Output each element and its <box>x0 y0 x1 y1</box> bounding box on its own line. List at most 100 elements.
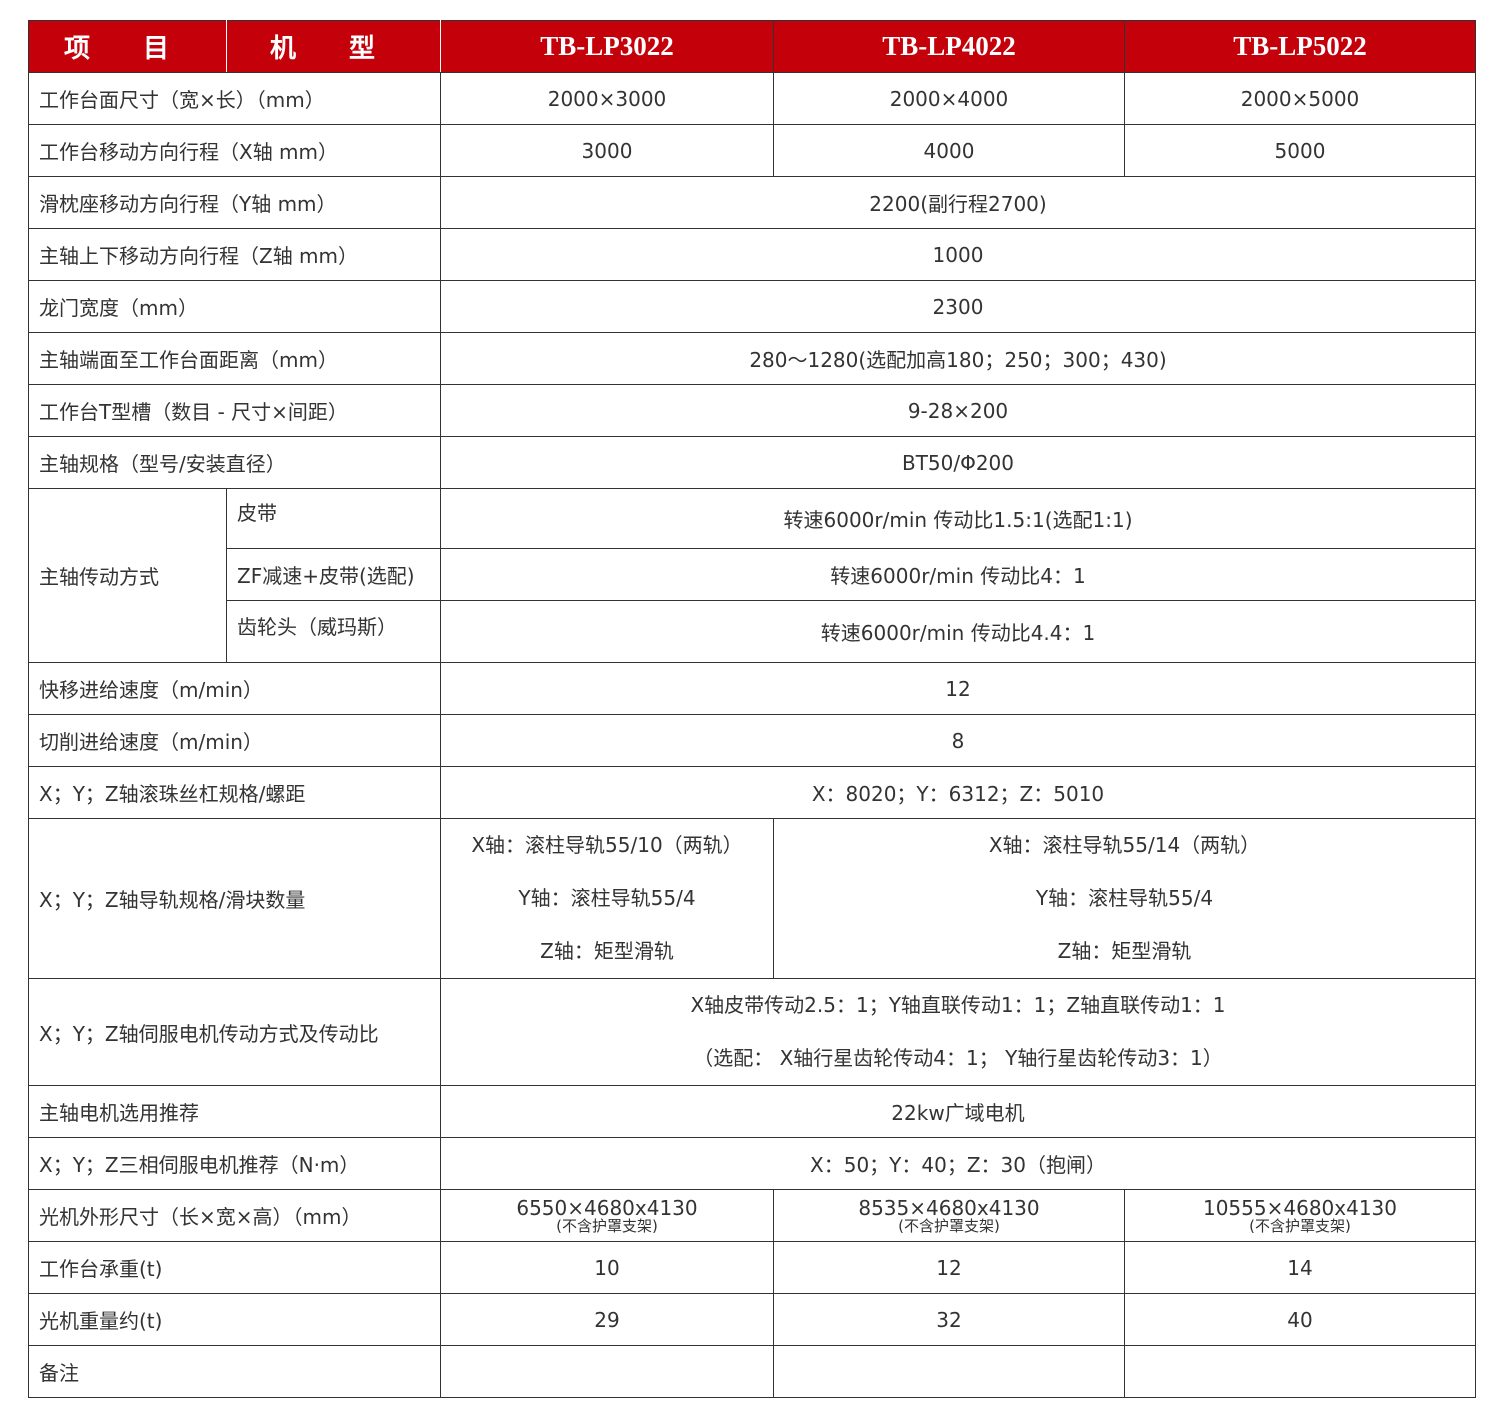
line: X轴：滚柱导轨55/14（两轨） <box>988 833 1261 857</box>
table-row: ZF减速+皮带(选配) 转速6000r/min 传动比4：1 <box>29 548 1476 601</box>
cell: 280～1280(选配加高180；250；300；430) <box>440 332 1476 385</box>
table-row: 快移进给速度（m/min） 12 <box>28 662 1476 715</box>
line: Y轴：滚柱导轨55/4 <box>1035 886 1214 910</box>
table-row: 工作台T型槽（数目 - 尺寸×间距） 9-28×200 <box>28 384 1476 437</box>
row-label: 工作台T型槽（数目 - 尺寸×间距） <box>28 384 441 437</box>
cell: 10 <box>440 1241 774 1294</box>
table-row: X；Y；Z轴滚珠丝杠规格/螺距 X：8020；Y：6312；Z：5010 <box>28 766 1476 819</box>
row-label: 龙门宽度（mm） <box>28 280 441 333</box>
cell: 40 <box>1124 1293 1476 1346</box>
cell: 2300 <box>440 280 1476 333</box>
table-row: 主轴规格（型号/安装直径） BT50/Φ200 <box>28 436 1476 489</box>
cell: 6550×4680x4130 (不含护罩支架) <box>440 1189 774 1242</box>
row-label: 切削进给速度（m/min） <box>28 714 441 767</box>
cell: X：8020；Y：6312；Z：5010 <box>440 766 1476 819</box>
model-2: TB-LP4022 <box>773 20 1125 73</box>
table-row: 工作台移动方向行程（X轴 mm） 3000 4000 5000 <box>28 124 1476 177</box>
row-label: 光机外形尺寸（长×宽×高）（mm） <box>28 1189 441 1242</box>
line: X轴：滚柱导轨55/10（两轨） <box>471 833 743 857</box>
row-label: 光机重量约(t) <box>28 1293 441 1346</box>
note: (不含护罩支架) <box>556 1217 658 1235</box>
row-label: 主轴上下移动方向行程（Z轴 mm） <box>28 228 441 281</box>
line: Z轴：矩型滑轨 <box>1057 939 1192 963</box>
model-1: TB-LP3022 <box>440 20 774 73</box>
cell: 22kw广域电机 <box>440 1085 1476 1138</box>
header-model: 机 型 <box>226 20 441 73</box>
row-label: 主轴电机选用推荐 <box>28 1085 441 1138</box>
cell: X轴：滚柱导轨55/10（两轨） Y轴：滚柱导轨55/4 Z轴：矩型滑轨 <box>440 818 774 979</box>
cell: 4000 <box>773 124 1125 177</box>
sub-label: ZF减速+皮带(选配) <box>226 548 441 601</box>
row-label: X；Y；Z轴伺服电机传动方式及传动比 <box>28 978 441 1086</box>
table-row: 主轴传动方式 皮带 转速6000r/min 传动比1.5:1(选配1:1) <box>28 488 1476 663</box>
line: （选配： X轴行星齿轮传动4：1； Y轴行星齿轮传动3：1） <box>693 1046 1223 1070</box>
table-row: 光机重量约(t) 29 32 40 <box>28 1293 1476 1346</box>
cell <box>440 1345 774 1398</box>
cell: 转速6000r/min 传动比4：1 <box>440 548 1476 601</box>
cell: 12 <box>440 662 1476 715</box>
cell: 10555×4680x4130 (不含护罩支架) <box>1124 1189 1476 1242</box>
row-label: 主轴传动方式 <box>28 488 227 663</box>
table-row: 滑枕座移动方向行程（Y轴 mm） 2200(副行程2700) <box>28 176 1476 229</box>
table-row: 主轴上下移动方向行程（Z轴 mm） 1000 <box>28 228 1476 281</box>
cell: X轴皮带传动2.5：1；Y轴直联传动1：1；Z轴直联传动1：1 （选配： X轴行星… <box>440 978 1476 1086</box>
dimension: 8535×4680x4130 <box>858 1196 1040 1220</box>
cell: BT50/Φ200 <box>440 436 1476 489</box>
row-label: X；Y；Z三相伺服电机推荐（N·m） <box>28 1137 441 1190</box>
cell: 8535×4680x4130 (不含护罩支架) <box>773 1189 1125 1242</box>
table-row: X；Y；Z三相伺服电机推荐（N·m） X：50；Y：40；Z：30（抱闸） <box>28 1137 1476 1190</box>
dimension: 6550×4680x4130 <box>516 1196 698 1220</box>
row-label: 工作台承重(t) <box>28 1241 441 1294</box>
table-row: 工作台承重(t) 10 12 14 <box>28 1241 1476 1294</box>
cell: 转速6000r/min 传动比4.4：1 <box>440 600 1476 663</box>
table-row: 主轴端面至工作台面距离（mm） 280～1280(选配加高180；250；300；… <box>28 332 1476 385</box>
cell: 2000×4000 <box>773 72 1125 125</box>
table-row: 工作台面尺寸（宽×长）（mm） 2000×3000 2000×4000 2000×50… <box>28 72 1476 125</box>
dimension: 10555×4680x4130 <box>1202 1196 1397 1220</box>
row-label: X；Y；Z轴导轨规格/滑块数量 <box>28 818 441 979</box>
row-label: 工作台面尺寸（宽×长）（mm） <box>28 72 441 125</box>
cell <box>1124 1345 1476 1398</box>
cell: 9-28×200 <box>440 384 1476 437</box>
note: (不含护罩支架) <box>1249 1217 1351 1235</box>
cell: 29 <box>440 1293 774 1346</box>
cell: 1000 <box>440 228 1476 281</box>
cell: 2200(副行程2700) <box>440 176 1476 229</box>
cell: 14 <box>1124 1241 1476 1294</box>
model-3: TB-LP5022 <box>1124 20 1476 73</box>
row-label: 快移进给速度（m/min） <box>28 662 441 715</box>
cell: 2000×3000 <box>440 72 774 125</box>
table-row: X；Y；Z轴导轨规格/滑块数量 X轴：滚柱导轨55/10（两轨） Y轴：滚柱导轨5… <box>28 818 1476 979</box>
row-label: X；Y；Z轴滚珠丝杠规格/螺距 <box>28 766 441 819</box>
table-row: 切削进给速度（m/min） 8 <box>28 714 1476 767</box>
cell <box>773 1345 1125 1398</box>
table-row: X；Y；Z轴伺服电机传动方式及传动比 X轴皮带传动2.5：1；Y轴直联传动1：1… <box>28 978 1476 1086</box>
row-label: 滑枕座移动方向行程（Y轴 mm） <box>28 176 441 229</box>
cell: X：50；Y：40；Z：30（抱闸） <box>440 1137 1476 1190</box>
line: Z轴：矩型滑轨 <box>540 939 674 963</box>
row-label: 备注 <box>28 1345 441 1398</box>
row-label: 主轴规格（型号/安装直径） <box>28 436 441 489</box>
cell: 32 <box>773 1293 1125 1346</box>
line: X轴皮带传动2.5：1；Y轴直联传动1：1；Z轴直联传动1：1 <box>690 993 1226 1017</box>
table-row: 备注 <box>28 1345 1476 1398</box>
header-row: 项 目 机 型 TB-LP3022 TB-LP4022 TB-LP5022 <box>28 20 1476 73</box>
cell: 2000×5000 <box>1124 72 1476 125</box>
row-label: 主轴端面至工作台面距离（mm） <box>28 332 441 385</box>
table-row: 主轴电机选用推荐 22kw广域电机 <box>28 1085 1476 1138</box>
cell: 5000 <box>1124 124 1476 177</box>
table-row: 光机外形尺寸（长×宽×高）（mm） 6550×4680x4130 (不含护罩支架)… <box>28 1189 1476 1242</box>
sub-label: 齿轮头（威玛斯） <box>226 600 441 663</box>
note: (不含护罩支架) <box>898 1217 1000 1235</box>
cell: 8 <box>440 714 1476 767</box>
cell: 3000 <box>440 124 774 177</box>
header-item: 项 目 <box>28 20 227 73</box>
table-row: 齿轮头（威玛斯） 转速6000r/min 传动比4.4：1 <box>29 600 1476 663</box>
sub-label: 皮带 <box>226 488 441 549</box>
spec-table: 项 目 机 型 TB-LP3022 TB-LP4022 TB-LP5022 工作… <box>28 20 1476 1398</box>
row-label: 工作台移动方向行程（X轴 mm） <box>28 124 441 177</box>
line: Y轴：滚柱导轨55/4 <box>518 886 696 910</box>
cell: X轴：滚柱导轨55/14（两轨） Y轴：滚柱导轨55/4 Z轴：矩型滑轨 <box>773 818 1476 979</box>
cell: 转速6000r/min 传动比1.5:1(选配1:1) <box>440 488 1476 549</box>
table-row: 龙门宽度（mm） 2300 <box>28 280 1476 333</box>
